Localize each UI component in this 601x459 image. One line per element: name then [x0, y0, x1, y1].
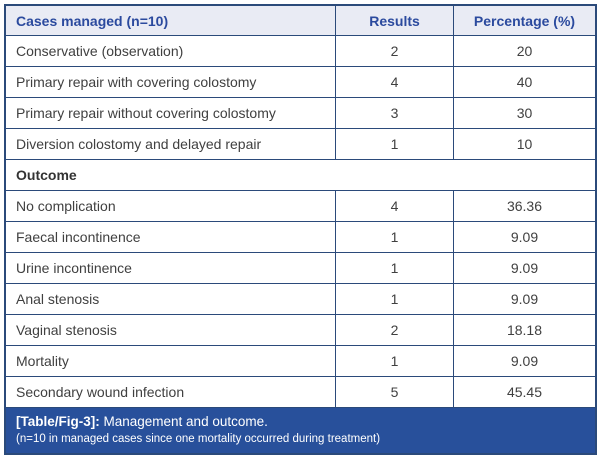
row-label: Primary repair with covering colostomy	[16, 74, 257, 90]
row-percentage-value: 20	[453, 36, 595, 66]
row-label: Faecal incontinence	[16, 229, 141, 245]
row-results-value: 4	[335, 67, 453, 97]
row-percentage-value: 9.09	[453, 284, 595, 314]
table-row: Primary repair without covering colostom…	[6, 98, 595, 129]
table-row: Urine incontinence 1 9.09	[6, 253, 595, 284]
row-results-value: 2	[335, 36, 453, 66]
table-row: Faecal incontinence 1 9.09	[6, 222, 595, 253]
row-label: Diversion colostomy and delayed repair	[16, 136, 262, 152]
row-label: Conservative (observation)	[16, 43, 184, 59]
row-percentage-value: 40	[453, 67, 595, 97]
row-label: Vaginal stenosis	[16, 322, 117, 338]
table-caption: [Table/Fig-3]: Management and outcome. (…	[6, 408, 595, 453]
header-cases-managed: Cases managed (n=10)	[16, 12, 169, 29]
row-results-value: 2	[335, 315, 453, 345]
row-results-value: 1	[335, 129, 453, 159]
table-row: No complication 4 36.36	[6, 191, 595, 222]
row-results-value: 1	[335, 284, 453, 314]
row-percentage-value: 36.36	[453, 191, 595, 221]
row-percentage-value: 30	[453, 98, 595, 128]
row-label: Anal stenosis	[16, 291, 100, 307]
caption-title: Management and outcome.	[99, 414, 268, 429]
table-row: Mortality 1 9.09	[6, 346, 595, 377]
row-results-value: 1	[335, 346, 453, 376]
row-results-value: 1	[335, 222, 453, 252]
row-results-value: 4	[335, 191, 453, 221]
table-row: Diversion colostomy and delayed repair 1…	[6, 129, 595, 160]
header-percentage: Percentage (%)	[453, 6, 595, 35]
row-label: Secondary wound infection	[16, 384, 185, 400]
row-label: Mortality	[16, 353, 69, 369]
table-row: Primary repair with covering colostomy 4…	[6, 67, 595, 98]
row-results-value: 3	[335, 98, 453, 128]
row-results-value: 5	[335, 377, 453, 407]
row-label: Primary repair without covering colostom…	[16, 105, 276, 121]
row-percentage-value: 9.09	[453, 253, 595, 283]
caption-tag: [Table/Fig-3]:	[16, 414, 100, 429]
table-row: Anal stenosis 1 9.09	[6, 284, 595, 315]
row-percentage-value: 18.18	[453, 315, 595, 345]
caption-title-line: [Table/Fig-3]: Management and outcome.	[16, 413, 585, 431]
row-label: Urine incontinence	[16, 260, 132, 276]
row-percentage-value: 9.09	[453, 222, 595, 252]
table-row: Secondary wound infection 5 45.45	[6, 377, 595, 408]
table-row: Vaginal stenosis 2 18.18	[6, 315, 595, 346]
management-outcome-table: Cases managed (n=10) Results Percentage …	[4, 4, 597, 455]
section-header-outcome: Outcome	[6, 160, 595, 191]
row-results-value: 1	[335, 253, 453, 283]
row-label: No complication	[16, 198, 116, 214]
row-percentage-value: 9.09	[453, 346, 595, 376]
row-percentage-value: 10	[453, 129, 595, 159]
table-row: Conservative (observation) 2 20	[6, 36, 595, 67]
caption-note: (n=10 in managed cases since one mortali…	[16, 432, 381, 445]
header-results: Results	[335, 6, 453, 35]
table-header-row: Cases managed (n=10) Results Percentage …	[6, 6, 595, 36]
row-percentage-value: 45.45	[453, 377, 595, 407]
